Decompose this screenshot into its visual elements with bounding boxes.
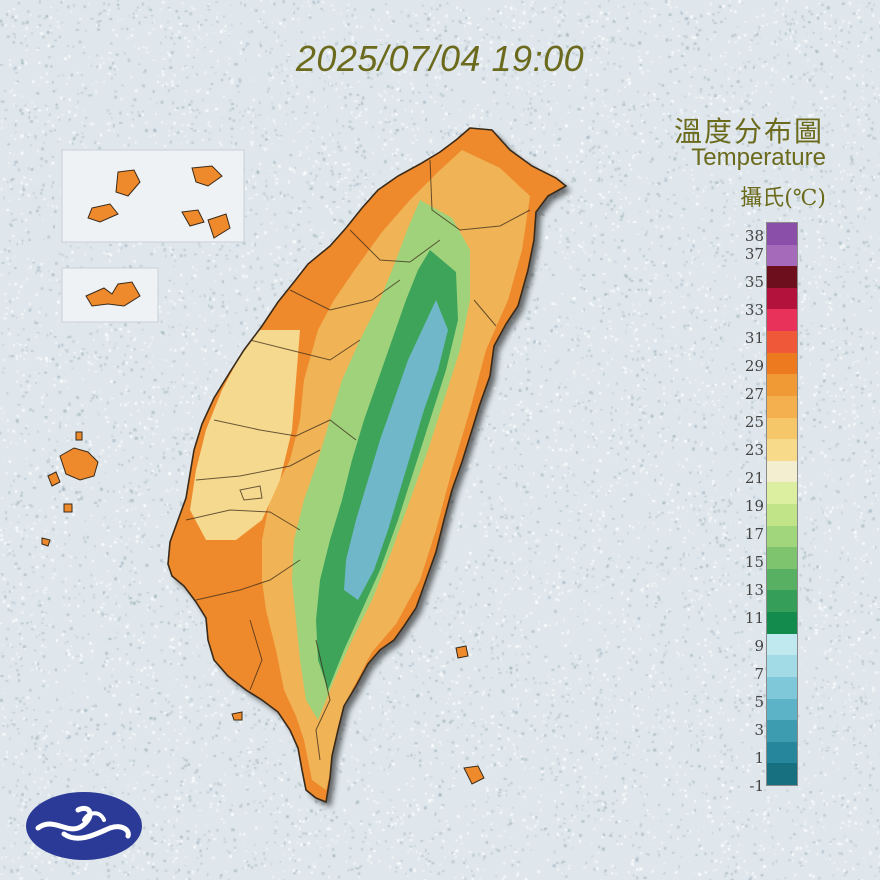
legend-label: 23 xyxy=(744,441,764,459)
legend-band xyxy=(767,309,797,332)
legend-band xyxy=(767,374,797,397)
legend-band xyxy=(767,417,797,440)
legend-band xyxy=(767,698,797,721)
temperature-legend xyxy=(766,222,798,786)
legend-band xyxy=(767,590,797,613)
legend-band xyxy=(767,741,797,764)
map-title-chinese: 溫度分布圖 xyxy=(673,115,824,148)
legend-label: 35 xyxy=(744,273,764,291)
legend-label: 25 xyxy=(744,413,764,431)
legend-band xyxy=(767,633,797,656)
legend-label: 21 xyxy=(744,469,764,487)
legend-band xyxy=(767,395,797,419)
map-title-english: Temperature xyxy=(691,144,826,171)
legend-label: 33 xyxy=(744,301,764,319)
outer-islands xyxy=(41,165,485,785)
legend-band xyxy=(767,504,797,527)
legend-label: 1 xyxy=(754,749,764,767)
legend-label: 38 xyxy=(744,227,764,245)
legend-label: 13 xyxy=(744,581,764,599)
legend-label: 19 xyxy=(744,497,764,515)
legend-label: 37 xyxy=(744,245,764,263)
legend-band xyxy=(767,266,797,289)
legend-band xyxy=(767,547,797,570)
legend-band xyxy=(767,244,797,267)
legend-label: 27 xyxy=(744,385,764,403)
legend-band xyxy=(767,655,797,678)
legend-label: 17 xyxy=(744,525,764,543)
legend-label: 3 xyxy=(754,721,764,739)
legend-band xyxy=(767,331,797,354)
legend-band xyxy=(767,763,797,786)
legend-band xyxy=(767,287,797,310)
legend-band xyxy=(767,612,797,635)
legend-band xyxy=(767,568,797,591)
legend-label: 9 xyxy=(754,637,764,655)
legend-band xyxy=(767,352,797,375)
cwa-logo xyxy=(26,792,142,860)
map-unit-label: 攝氏(℃) xyxy=(740,186,826,211)
legend-band xyxy=(767,223,797,246)
legend-label: 5 xyxy=(754,693,764,711)
legend-label: 15 xyxy=(744,553,764,571)
legend-label: 11 xyxy=(744,609,764,627)
legend-label: -1 xyxy=(749,777,764,795)
legend-band xyxy=(767,525,797,548)
legend-label: 29 xyxy=(744,357,764,375)
legend-label: 31 xyxy=(744,329,764,347)
legend-band xyxy=(767,482,797,505)
legend-band xyxy=(767,460,797,483)
map-timestamp: 2025/07/04 19:00 xyxy=(295,38,585,79)
legend-band xyxy=(767,720,797,743)
legend-band xyxy=(767,439,797,462)
legend-band xyxy=(767,676,797,700)
legend-label: 7 xyxy=(754,665,764,683)
